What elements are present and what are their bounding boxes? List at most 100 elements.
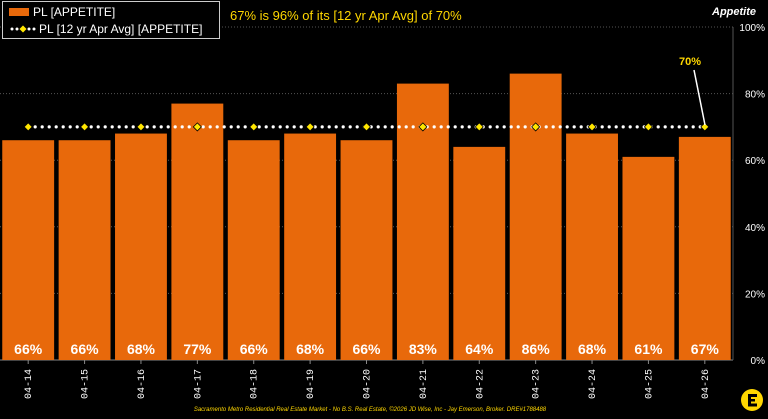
bar — [284, 133, 337, 360]
y-tick-label: 60% — [745, 156, 765, 167]
bar — [340, 140, 393, 360]
avg-line-dot — [369, 125, 373, 129]
bars: 66% 66% 68% 77% 66% 68% 66% 83% 64% 86% 68% 61% 67% — [2, 73, 731, 361]
avg-line-marker — [700, 122, 710, 132]
avg-line-dot — [390, 125, 394, 129]
avg-line-dot — [509, 125, 513, 129]
avg-line-marker — [531, 122, 541, 132]
avg-line-dot — [607, 125, 611, 129]
x-tick-label: 04-16 — [137, 369, 148, 399]
avg-line-dot — [460, 125, 464, 129]
avg-line-dot — [404, 125, 408, 129]
avg-line-dot — [222, 125, 226, 129]
bar — [2, 140, 55, 360]
y-axis-ticks: 0% 20% 40% 60% 80% 100% — [739, 23, 765, 367]
avg-line-dot — [159, 125, 163, 129]
bar-value-label: 61% — [634, 341, 663, 357]
bar-value-label: 67% — [691, 341, 720, 357]
bar-value-label: 66% — [240, 341, 269, 357]
avg-line-marker — [305, 122, 315, 132]
y-axis-title: Appetite — [712, 6, 756, 18]
e-logo-icon — [741, 389, 763, 411]
x-tick-label: 04-22 — [475, 369, 486, 399]
bar-value-label: 83% — [409, 341, 438, 357]
avg-line-dot — [278, 125, 282, 129]
avg-line-dot — [691, 125, 695, 129]
y-tick-label: 80% — [745, 90, 765, 101]
bar — [115, 133, 167, 360]
avg-line-dot — [516, 125, 520, 129]
y-tick-label: 0% — [751, 356, 766, 367]
legend-line-swatch — [10, 24, 36, 34]
avg-line-dot — [355, 125, 359, 129]
avg-line-dot — [523, 125, 527, 129]
avg-line-dot — [180, 125, 184, 129]
bar-value-label: 68% — [578, 341, 607, 357]
avg-line-dot — [292, 125, 296, 129]
avg-line-dot — [551, 125, 555, 129]
avg-line-dot — [145, 125, 149, 129]
bar — [453, 146, 506, 360]
avg-line-marker — [474, 122, 484, 132]
avg-line-dot — [698, 125, 702, 129]
avg-line-marker — [361, 122, 372, 132]
x-tick-label: 04-24 — [588, 369, 599, 399]
avg-line-dot — [61, 125, 65, 129]
avg-line-dot — [600, 125, 604, 129]
avg-line-dot — [663, 125, 667, 129]
avg-callout: 70% — [679, 56, 706, 126]
avg-line-dot — [208, 125, 212, 129]
bar — [566, 133, 618, 360]
avg-line-dot — [677, 125, 681, 129]
x-tick-label: 04-17 — [193, 369, 204, 399]
avg-line-dot — [131, 125, 135, 129]
avg-line-dot — [243, 125, 247, 129]
legend-bar-label: PL [APPETITE] — [33, 5, 116, 19]
y-tick-label: 20% — [745, 289, 765, 300]
avg-line-dot — [467, 125, 471, 129]
x-tick-label: 04-19 — [306, 369, 317, 399]
legend-item-bars: PL [APPETITE] — [9, 4, 115, 20]
x-tick-label: 04-14 — [24, 369, 35, 399]
bar — [509, 73, 562, 361]
bar-value-label: 66% — [71, 341, 100, 357]
x-tick-label: 04-23 — [532, 369, 543, 399]
legend-line-label: PL [12 yr Apr Avg] [APPETITE] — [39, 22, 203, 36]
avg-line-dot — [397, 125, 401, 129]
x-tick-label: 04-20 — [363, 369, 374, 399]
avg-line-dot — [558, 125, 562, 129]
avg-line-dot — [299, 125, 303, 129]
avg-line-dot — [635, 125, 639, 129]
bar-value-label: 64% — [465, 341, 494, 357]
bar-value-label: 68% — [296, 341, 325, 357]
avg-line-marker — [643, 122, 653, 132]
bar-value-label: 77% — [183, 341, 212, 357]
avg-line-dot — [215, 125, 219, 129]
avg-line-dot — [313, 125, 317, 129]
chart-headline: 67% is 96% of its [12 yr Apr Avg] of 70% — [230, 8, 462, 23]
avg-line-dot — [621, 125, 625, 129]
bar — [58, 140, 111, 360]
x-tick-label: 04-18 — [250, 369, 261, 399]
avg-line-dot — [572, 125, 576, 129]
avg-line-dot — [383, 125, 387, 129]
x-tick-label: 04-26 — [701, 369, 712, 399]
avg-line-dot — [54, 125, 58, 129]
avg-line-dot — [117, 125, 121, 129]
avg-line-dot — [110, 125, 114, 129]
avg-line-dot — [285, 125, 289, 129]
avg-line-dot — [453, 125, 457, 129]
avg-line-dot — [376, 125, 380, 129]
avg-line-dot — [173, 125, 177, 129]
avg-line-dot — [201, 125, 205, 129]
avg-line-dot — [166, 125, 170, 129]
avg-line-dot — [320, 125, 324, 129]
bar — [171, 103, 224, 360]
avg-line-dot — [40, 125, 44, 129]
x-tick-label: 04-25 — [644, 369, 655, 399]
bar-value-label: 66% — [14, 341, 43, 357]
avg-line-dot — [229, 125, 233, 129]
avg-line-dot — [656, 125, 660, 129]
avg-line-dot — [124, 125, 128, 129]
